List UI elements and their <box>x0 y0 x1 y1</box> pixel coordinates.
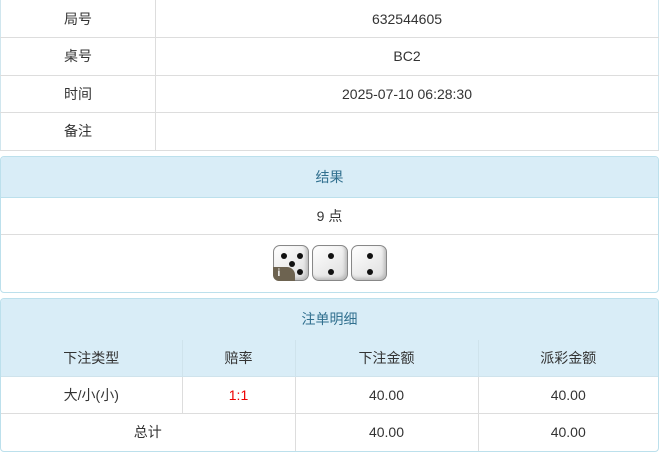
pip <box>327 253 334 259</box>
total-amount: 40.00 <box>294 413 479 451</box>
header-payout: 派彩金额 <box>477 339 658 377</box>
result-points: 9 点 <box>1 198 658 235</box>
die-5-icon: i <box>272 245 309 281</box>
info-value: 632544605 <box>155 0 659 38</box>
bet-details-title: 注单明细 <box>1 298 658 340</box>
pip <box>327 269 334 275</box>
info-value: BC2 <box>155 37 659 76</box>
total-label: 总计 <box>1 413 296 451</box>
info-label: 桌号 <box>0 37 156 76</box>
result-title: 结果 <box>1 156 658 198</box>
info-row: 时间 2025-07-10 06:28:30 <box>0 74 659 113</box>
dice-row: i <box>1 235 658 292</box>
bet-payout: 40.00 <box>477 376 658 414</box>
die-2-icon <box>311 245 348 281</box>
info-value: 2025-07-10 06:28:30 <box>155 74 659 113</box>
pip <box>288 261 295 267</box>
pip <box>366 269 373 275</box>
info-label: 局号 <box>0 0 156 38</box>
pip <box>296 253 303 259</box>
die-2-icon <box>350 245 387 281</box>
pip <box>280 253 287 259</box>
bet-odds: 1:1 <box>181 376 296 414</box>
result-panel: 结果 9 点 i <box>0 155 659 293</box>
bet-table: 下注类型 赔率 下注金额 派彩金额 大/小(小) 1:1 40.00 40.00… <box>1 339 658 451</box>
info-label: 备注 <box>0 112 156 151</box>
info-row: 备注 <box>0 112 659 151</box>
info-row: 局号 632544605 <box>0 0 659 38</box>
total-row: 总计 40.00 40.00 <box>1 413 658 451</box>
bet-table-header: 下注类型 赔率 下注金额 派彩金额 <box>1 339 658 377</box>
total-payout: 40.00 <box>477 413 658 451</box>
info-value <box>155 112 659 151</box>
info-row: 桌号 BC2 <box>0 37 659 76</box>
table-row: 大/小(小) 1:1 40.00 40.00 <box>1 376 658 414</box>
header-type: 下注类型 <box>1 339 183 377</box>
bet-amount: 40.00 <box>294 376 479 414</box>
bet-details-panel: 注单明细 下注类型 赔率 下注金额 派彩金额 大/小(小) 1:1 40.00 … <box>0 297 659 452</box>
pip <box>296 269 303 275</box>
round-info-table: 局号 632544605 桌号 BC2 时间 2025-07-10 06:28:30 … <box>0 0 659 151</box>
info-badge-icon[interactable]: i <box>272 267 295 281</box>
header-amount: 下注金额 <box>294 339 479 377</box>
pip <box>366 253 373 259</box>
header-odds: 赔率 <box>181 339 296 377</box>
info-label: 时间 <box>0 74 156 113</box>
bet-type: 大/小(小) <box>1 376 183 414</box>
